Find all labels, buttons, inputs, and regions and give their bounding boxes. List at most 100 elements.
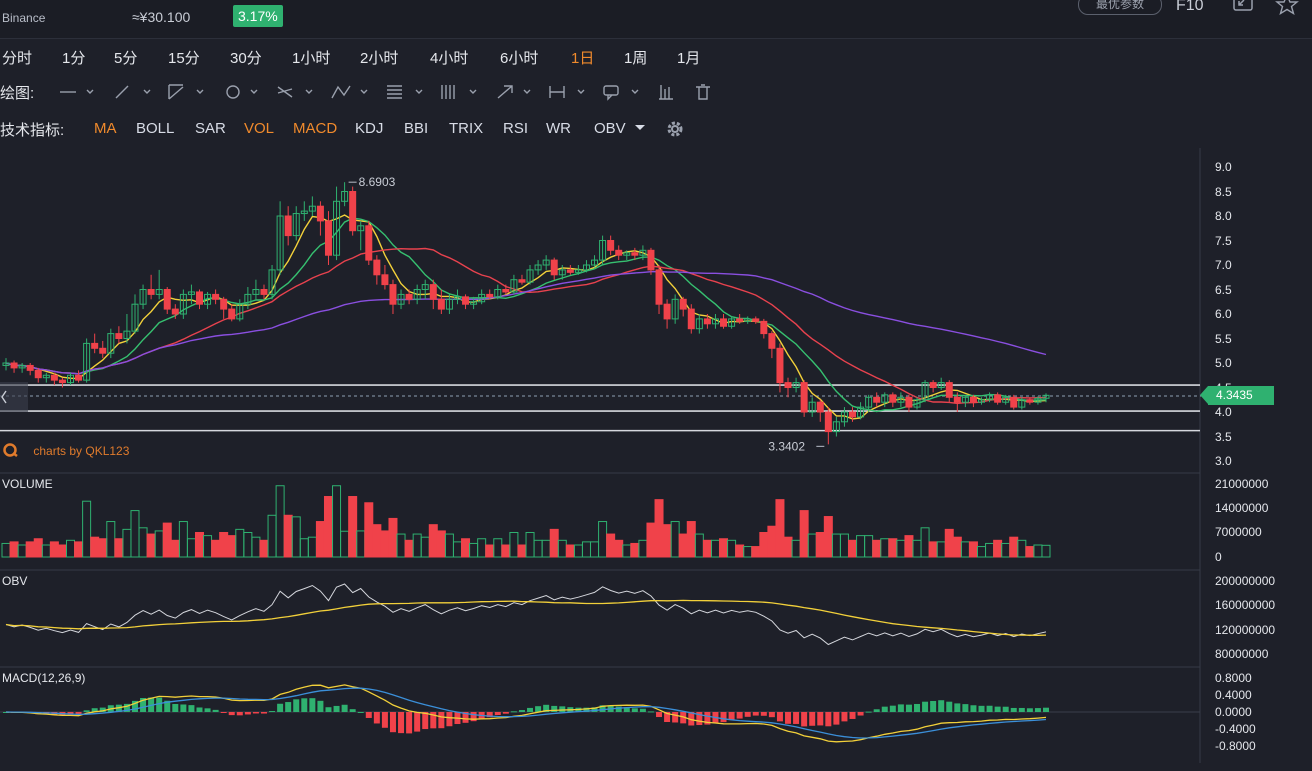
indicator-trix[interactable]: TRIX	[449, 120, 484, 137]
indicator-wr[interactable]: WR	[546, 120, 571, 137]
candle-body	[969, 396, 977, 403]
candle-body	[437, 298, 445, 310]
macd-histogram-bar	[131, 700, 138, 712]
period-tab-7[interactable]: 4小时	[430, 50, 469, 67]
period-tab-1[interactable]: 1分	[62, 50, 86, 67]
price-tick: 6.5	[1215, 283, 1232, 297]
volume-title: VOLUME	[2, 477, 53, 491]
pattern-tool-icon[interactable]	[331, 85, 368, 99]
macd-histogram-bar	[470, 712, 477, 722]
period-tab-4[interactable]: 30分	[230, 50, 262, 67]
candle-body	[429, 284, 437, 300]
volume-bar	[525, 531, 535, 558]
obv-dropdown-icon[interactable]	[634, 123, 646, 133]
volume-bar	[638, 539, 648, 558]
macd-histogram-bar	[647, 711, 654, 713]
macd-histogram-bar	[1002, 706, 1009, 712]
indicator-macd[interactable]: MACD	[293, 120, 338, 137]
indicator-boll[interactable]: BOLL	[136, 120, 175, 137]
volume-bar	[557, 539, 567, 558]
macd-histogram-bar	[446, 712, 453, 727]
ray-tool-icon[interactable]	[168, 84, 204, 100]
candle-body	[50, 374, 58, 381]
candle-body	[212, 293, 220, 300]
macd-histogram-bar	[559, 706, 566, 712]
period-tab-11[interactable]: 1月	[677, 50, 701, 67]
candle-body	[252, 289, 260, 295]
candle-body	[929, 382, 937, 389]
volume-bar	[856, 535, 866, 558]
period-tab-0[interactable]: 分时	[2, 50, 33, 67]
candle-body	[558, 269, 566, 276]
volume-tick: 7000000	[1215, 525, 1262, 539]
volume-bar	[509, 531, 519, 558]
period-tab-6[interactable]: 2小时	[360, 50, 399, 67]
macd-histogram-bar	[357, 711, 364, 713]
volume-bar	[775, 499, 785, 558]
indicator-bbi[interactable]: BBI	[404, 120, 429, 137]
candle-body	[655, 269, 663, 305]
period-tabs: 分时 1分 5分 15分 30分 1小时 2小时 4小时 6小时 1日 1周 1月	[0, 47, 1312, 69]
candle-body	[341, 191, 349, 202]
candle-body	[107, 333, 115, 354]
volume-bar	[485, 544, 495, 558]
indicator-kdj[interactable]: KDJ	[355, 120, 384, 137]
comment-tool-icon[interactable]	[603, 85, 639, 101]
vlines-tool-icon[interactable]	[441, 85, 477, 99]
hline-tool-icon[interactable]	[60, 89, 94, 94]
watermark: charts by QKL123	[2, 443, 129, 458]
circle-tool-icon[interactable]	[226, 85, 258, 99]
period-tab-8[interactable]: 6小时	[500, 50, 539, 67]
macd-histogram-bar	[744, 712, 751, 717]
period-tab-2[interactable]: 5分	[114, 50, 138, 67]
indicator-sar[interactable]: SAR	[195, 120, 226, 137]
volume-bar	[581, 541, 591, 558]
price-tick: 7.5	[1215, 234, 1232, 248]
optimal-params-button[interactable]: 最优参数	[1078, 0, 1162, 15]
f10-button[interactable]: F10	[1176, 0, 1204, 14]
star-icon[interactable]	[1274, 0, 1300, 15]
volume-bar	[662, 524, 672, 558]
volume-bar	[719, 538, 729, 558]
indicator-ma[interactable]: MA	[94, 120, 117, 137]
volume-bar	[815, 531, 825, 558]
period-tab-9[interactable]: 1日	[571, 50, 595, 67]
candle-body	[163, 289, 171, 310]
candles-tool-icon[interactable]	[659, 85, 673, 100]
fullscreen-exit-icon[interactable]	[1232, 0, 1256, 14]
macd-histogram-bar	[591, 707, 598, 712]
period-tab-3[interactable]: 15分	[168, 50, 200, 67]
range-tool-icon[interactable]	[549, 86, 585, 98]
drawing-toolbar: 绘图:	[0, 81, 1312, 103]
volume-bar	[831, 533, 841, 558]
fib-tool-icon[interactable]	[387, 85, 423, 99]
trash-icon[interactable]	[696, 84, 710, 100]
candle-body	[937, 382, 945, 389]
period-tab-5[interactable]: 1小时	[292, 50, 331, 67]
cross-tool-icon[interactable]	[277, 86, 313, 98]
macd-histogram-bar	[204, 708, 211, 712]
watermark-text: charts by QKL123	[33, 444, 130, 458]
macd-histogram-bar	[752, 712, 759, 716]
volume-bar	[98, 538, 108, 558]
macd-histogram-bar	[317, 700, 324, 712]
macd-histogram-bar	[140, 697, 147, 712]
indicator-rsi[interactable]: RSI	[503, 120, 529, 137]
arrow-tool-icon[interactable]	[497, 85, 531, 99]
period-tab-10[interactable]: 1周	[624, 50, 648, 67]
pen-tool-icon[interactable]	[115, 85, 151, 99]
macd-histogram-bar	[583, 707, 590, 712]
indicator-obv[interactable]: OBV	[594, 120, 626, 137]
volume-bar	[622, 544, 632, 558]
volume-bar	[41, 544, 51, 558]
volume-bar	[1033, 544, 1043, 558]
candle-body	[978, 399, 986, 403]
price-chart[interactable]: 9.08.58.07.57.06.56.05.55.04.54.03.53.08…	[0, 148, 1312, 763]
indicator-vol[interactable]: VOL	[244, 120, 275, 137]
candle-body	[83, 342, 91, 381]
gear-icon[interactable]	[664, 118, 686, 140]
macd-histogram-bar	[922, 701, 929, 712]
volume-bar	[501, 544, 511, 558]
candle-body	[889, 394, 897, 403]
volume-bar	[356, 530, 366, 558]
